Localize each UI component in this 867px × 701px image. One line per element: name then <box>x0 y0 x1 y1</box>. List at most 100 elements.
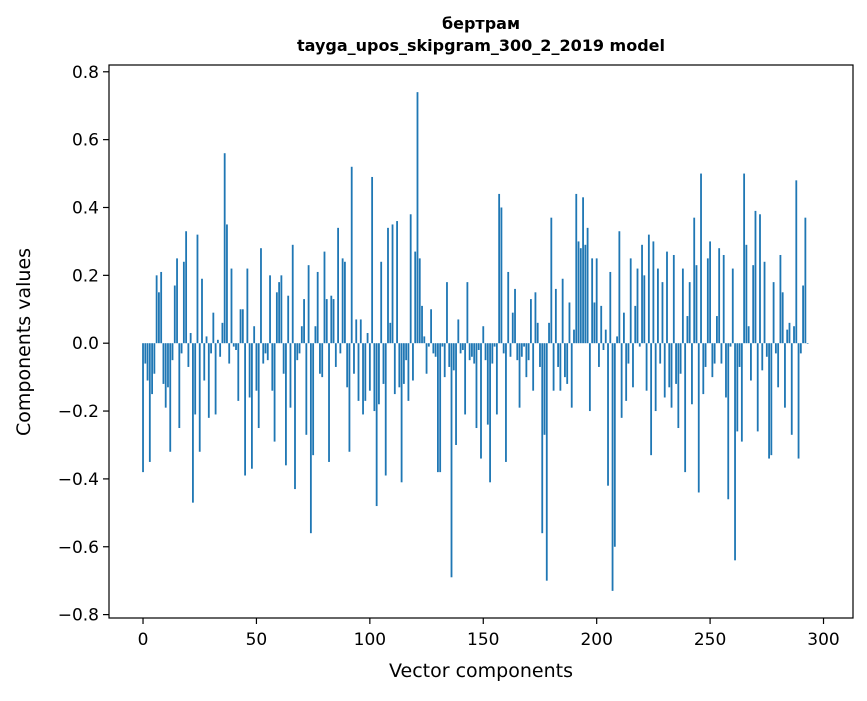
bar <box>711 343 714 378</box>
bar <box>509 343 512 357</box>
bar <box>266 343 269 361</box>
bar <box>287 295 290 344</box>
bar <box>588 343 591 412</box>
bar <box>579 248 582 344</box>
bar <box>409 214 412 344</box>
y-axis-ticks: −0.8 −0.6 −0.4 −0.2 0.0 0.2 0.4 0.6 0.8 <box>58 63 109 626</box>
bar <box>595 258 598 344</box>
bar <box>591 258 594 344</box>
bar <box>802 285 804 344</box>
bar <box>480 343 482 459</box>
bar <box>194 343 197 415</box>
bar <box>271 343 274 391</box>
bar <box>672 254 675 344</box>
bar <box>691 343 693 405</box>
bar <box>514 288 516 344</box>
y-tick-label: 0.2 <box>72 266 99 286</box>
bar <box>793 326 795 344</box>
bar <box>205 336 208 344</box>
bar <box>461 343 464 350</box>
bar <box>307 265 310 344</box>
bar <box>375 343 378 507</box>
bar <box>772 282 775 344</box>
bar <box>384 343 387 476</box>
bar <box>151 343 153 395</box>
bar <box>745 244 748 344</box>
bar <box>670 343 673 408</box>
bar <box>548 322 550 344</box>
bar <box>650 343 653 456</box>
bar <box>527 343 530 361</box>
bar <box>332 299 335 344</box>
bar <box>321 343 324 378</box>
bar <box>543 343 546 435</box>
bar <box>516 343 519 361</box>
bar <box>446 282 448 344</box>
bar <box>298 343 301 354</box>
bar <box>425 343 428 374</box>
bar <box>489 343 491 483</box>
bar <box>688 282 691 344</box>
bar <box>475 343 478 429</box>
bar <box>334 343 337 367</box>
bar <box>260 248 262 344</box>
bar <box>788 322 791 344</box>
bar <box>806 343 809 344</box>
y-tick-label: −0.4 <box>58 470 99 490</box>
bar <box>756 343 759 432</box>
bar <box>582 197 584 344</box>
bar <box>495 343 498 415</box>
bar <box>230 268 233 344</box>
bar <box>675 343 677 384</box>
bar <box>355 319 358 344</box>
bar <box>182 261 185 344</box>
bar <box>720 343 723 364</box>
bar <box>584 244 587 344</box>
bar <box>765 343 768 357</box>
bar <box>455 343 457 445</box>
bar <box>412 343 414 381</box>
bar <box>573 329 575 344</box>
bar <box>575 193 578 344</box>
bar <box>212 312 215 344</box>
bar <box>346 343 349 388</box>
bar <box>734 343 736 561</box>
bar <box>248 343 251 398</box>
bar <box>237 343 240 401</box>
bar <box>697 343 700 493</box>
x-tick-label: 150 <box>467 630 499 650</box>
bar <box>192 343 194 503</box>
bar <box>502 343 505 354</box>
bar <box>530 299 532 344</box>
bar <box>797 343 800 459</box>
x-tick-label: 0 <box>138 630 149 650</box>
bar <box>620 343 623 418</box>
bar <box>353 343 355 374</box>
bar <box>566 343 569 384</box>
bar <box>146 343 149 381</box>
bar <box>777 343 780 388</box>
bar <box>282 343 285 374</box>
bar <box>323 251 326 344</box>
bar <box>498 193 501 344</box>
bar <box>779 254 782 344</box>
bar <box>289 343 292 408</box>
bar <box>520 343 523 357</box>
bar <box>561 278 564 344</box>
bar <box>203 343 206 381</box>
bar <box>613 343 616 547</box>
bar <box>244 343 246 476</box>
bar <box>761 343 764 371</box>
bar <box>337 227 339 344</box>
bar <box>638 343 641 347</box>
x-tick-label: 250 <box>694 630 726 650</box>
bar <box>226 224 228 344</box>
bar <box>291 244 294 344</box>
bar <box>350 166 353 344</box>
bar <box>541 343 544 534</box>
bar <box>557 343 560 367</box>
y-tick-label: −0.8 <box>58 606 99 626</box>
plot-frame <box>108 64 854 619</box>
bar <box>623 312 625 344</box>
bar <box>316 271 319 344</box>
